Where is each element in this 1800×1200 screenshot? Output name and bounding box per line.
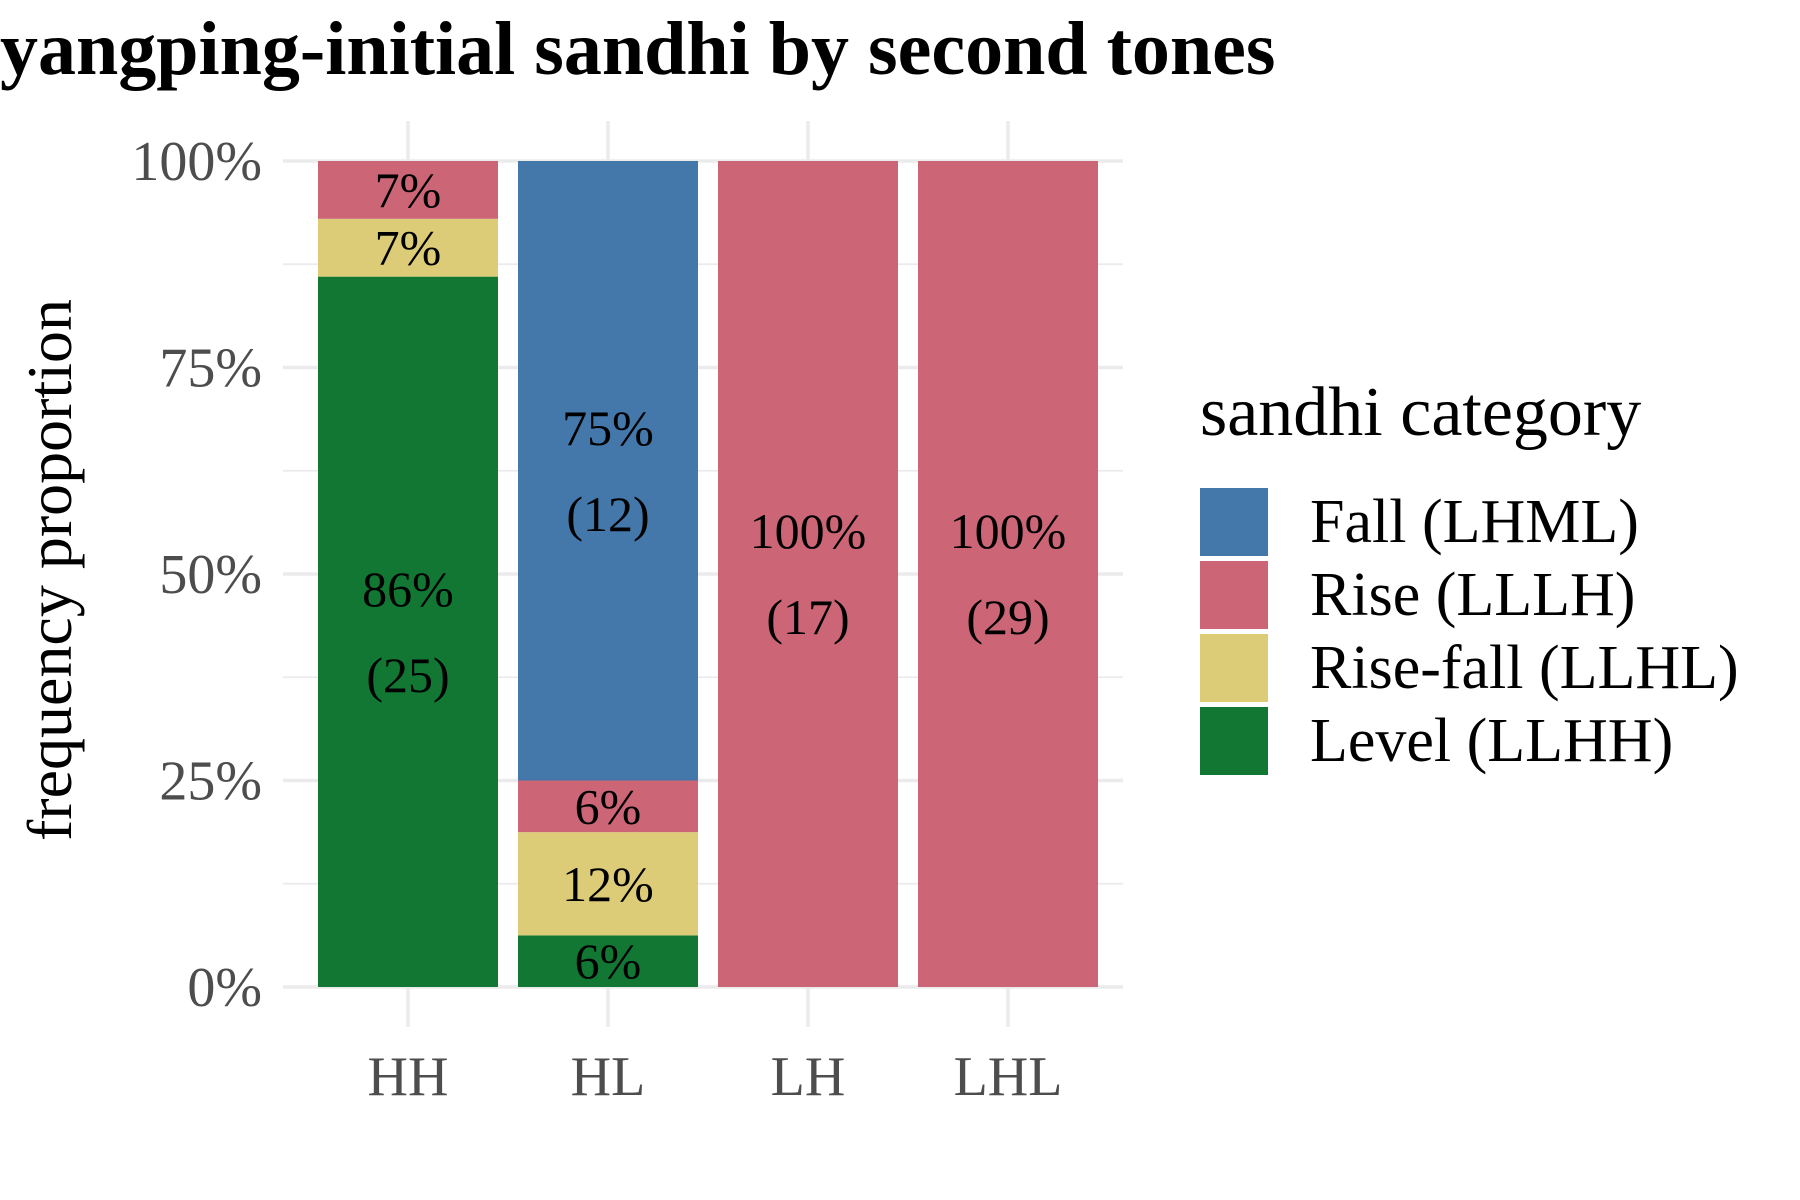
legend-swatch [1200, 707, 1268, 775]
bar-count-label: (17) [766, 589, 849, 645]
bar-count-label: (25) [366, 647, 449, 703]
legend-swatch [1200, 634, 1268, 702]
bar-segment [318, 218, 498, 277]
bar-segment [318, 161, 498, 219]
legend-title: sandhi category [1200, 374, 1641, 451]
bar-count-label: (29) [966, 589, 1049, 645]
legend-swatch [1200, 561, 1268, 629]
legend-swatch [1200, 488, 1268, 556]
x-tick-label: LH [771, 1046, 846, 1108]
y-tick-label: 0% [187, 957, 262, 1019]
bar-segment [518, 832, 698, 936]
chart-title: yangping-initial sandhi by second tones [0, 7, 1276, 91]
y-axis-title: frequency proportion [14, 299, 85, 841]
bar-percent-label: 86% [362, 561, 454, 617]
y-tick-label: 25% [159, 751, 262, 813]
bar-percent-label: 6% [575, 933, 642, 989]
bar-percent-label: 100% [950, 503, 1067, 559]
x-tick-label: HL [571, 1046, 646, 1108]
bar-segment [718, 161, 898, 987]
bar-segment [518, 161, 698, 781]
bar-percent-label: 75% [562, 400, 654, 456]
bar-segment [918, 161, 1098, 987]
bar-percent-label: 100% [750, 503, 867, 559]
x-tick-label: LHL [954, 1046, 1063, 1108]
bar-percent-label: 7% [375, 220, 442, 276]
bar-percent-label: 6% [575, 778, 642, 834]
bar-segment [518, 780, 698, 833]
bar-percent-label: 12% [562, 856, 654, 912]
x-tick-label: HH [368, 1046, 449, 1108]
bars [318, 161, 1098, 987]
legend-label: Level (LLHH) [1310, 707, 1673, 775]
bar-percent-label: 7% [375, 162, 442, 218]
legend-label: Fall (LHML) [1310, 488, 1639, 556]
bar-segment [518, 935, 698, 987]
y-tick-label: 100% [131, 131, 262, 193]
bar-segment [318, 276, 498, 987]
legend: sandhi category Fall (LHML)Rise (LLLH)Ris… [1200, 374, 1739, 775]
axes: 0% 25% 50% 75% 100% HH HL LH LHL [131, 131, 1062, 1108]
bar-labels: 86% (25) 7%7% 6% 12% 6% 75% (12) 100% (17) 100% (29… [362, 162, 1066, 989]
y-tick-label: 75% [159, 338, 262, 400]
legend-label: Rise (LLLH) [1310, 561, 1635, 629]
y-tick-label: 50% [159, 544, 262, 606]
bar-count-label: (12) [566, 486, 649, 542]
legend-label: Rise-fall (LLHL) [1310, 634, 1739, 702]
